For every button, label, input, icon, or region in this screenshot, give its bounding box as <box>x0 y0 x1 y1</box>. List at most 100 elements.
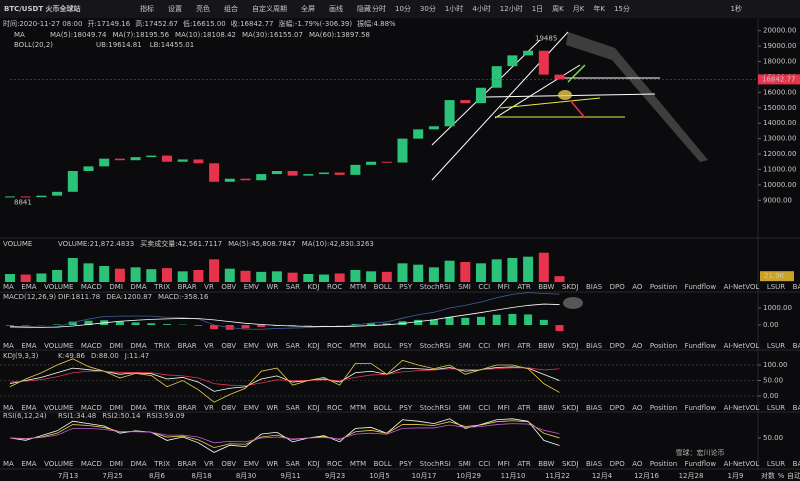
indicator-tab[interactable]: ROC <box>327 404 342 412</box>
indicator-tab[interactable]: SKDJ <box>562 460 579 468</box>
indicator-tab[interactable]: SAR <box>286 460 300 468</box>
indicator-tab[interactable]: MTM <box>350 342 366 350</box>
indicator-tab[interactable]: ROC <box>327 283 342 291</box>
indicator-tab[interactable]: VR <box>204 283 214 291</box>
indicator-tab[interactable]: SAR <box>286 283 300 291</box>
indicator-tab[interactable]: VR <box>204 460 214 468</box>
indicator-tab[interactable]: MTM <box>350 460 366 468</box>
indicator-tab[interactable]: Fundflow <box>685 404 717 412</box>
indicator-tab[interactable]: OBV <box>221 342 236 350</box>
indicator-tab[interactable]: ATR <box>517 342 531 350</box>
indicator-tab[interactable]: LSUR <box>767 460 785 468</box>
indicator-tab[interactable]: StochRSI <box>420 342 451 350</box>
toolbar-button[interactable]: 指标 <box>140 4 154 13</box>
indicator-tab[interactable]: BIAS <box>586 404 603 412</box>
indicator-tab[interactable]: AO <box>632 283 643 291</box>
indicator-tab[interactable]: BIAS <box>586 283 603 291</box>
indicator-tab[interactable]: DPO <box>610 404 626 412</box>
indicator-tab[interactable]: CCI <box>478 283 490 291</box>
toolbar-button[interactable]: 设置 <box>168 4 182 13</box>
indicator-tab[interactable]: Position <box>650 460 677 468</box>
indicator-tab[interactable]: MA <box>3 460 14 468</box>
indicator-tab[interactable]: BBW <box>538 283 554 291</box>
indicator-tab[interactable]: StochRSI <box>420 460 451 468</box>
indicator-tab[interactable]: MTM <box>350 404 366 412</box>
indicator-tab[interactable]: EMA <box>21 283 36 291</box>
toolbar-button[interactable]: 亮色 <box>196 4 210 13</box>
indicator-tab[interactable]: PSY <box>399 283 413 291</box>
indicator-tab[interactable]: MACD <box>81 283 102 291</box>
indicator-tab[interactable]: BBW <box>538 460 554 468</box>
indicator-tab[interactable]: LSUR <box>767 283 785 291</box>
indicator-tab[interactable]: Position <box>650 283 677 291</box>
indicator-tab[interactable]: BRAR <box>178 342 197 350</box>
indicator-tab[interactable]: SKDJ <box>562 283 579 291</box>
indicator-tab[interactable]: Fundflow <box>685 283 717 291</box>
indicator-tab[interactable]: EMV <box>244 283 259 291</box>
period-button[interactable]: 4小时 <box>472 4 490 13</box>
indicator-tab[interactable]: BIAS <box>586 460 603 468</box>
indicator-tab[interactable]: ATR <box>517 460 531 468</box>
indicator-tab[interactable]: MTM <box>350 283 366 291</box>
indicator-tab[interactable]: AI-NetVOL <box>724 460 760 468</box>
indicator-tab[interactable]: EMA <box>21 342 36 350</box>
indicator-tab[interactable]: KDJ <box>308 342 320 350</box>
indicator-tab[interactable]: EMV <box>244 342 259 350</box>
indicator-tab[interactable]: BBW <box>538 404 554 412</box>
indicator-tab[interactable]: AO <box>632 460 643 468</box>
toolbar-button[interactable]: 隐藏 <box>357 4 371 13</box>
indicator-tab[interactable]: BOLL <box>374 404 392 412</box>
period-button[interactable]: 12小时 <box>500 4 523 13</box>
indicator-tab[interactable]: EMV <box>244 404 259 412</box>
indicator-tab[interactable]: DMI <box>109 404 123 412</box>
indicator-tab[interactable]: KDJ <box>308 283 320 291</box>
indicator-tab[interactable]: MFI <box>498 283 510 291</box>
indicator-tab[interactable]: EMV <box>244 460 259 468</box>
indicator-tab[interactable]: DPO <box>610 342 626 350</box>
indicator-tab[interactable]: VR <box>204 342 214 350</box>
indicator-tab[interactable]: BOLL <box>374 342 392 350</box>
indicator-tab[interactable]: BOLL <box>374 283 392 291</box>
indicator-tab[interactable]: AI-NetVOL <box>724 283 760 291</box>
indicator-tab[interactable]: DMI <box>109 460 123 468</box>
indicator-tab[interactable]: SMI <box>458 460 471 468</box>
indicator-tab[interactable]: MFI <box>498 342 510 350</box>
indicator-tab[interactable]: DMI <box>109 342 123 350</box>
indicator-tab[interactable]: TRIX <box>153 460 170 468</box>
indicator-tab[interactable]: WR <box>266 342 278 350</box>
indicator-tab[interactable]: BASIS <box>793 404 800 412</box>
indicator-tab[interactable]: BRAR <box>178 283 197 291</box>
indicator-tab[interactable]: OBV <box>221 460 236 468</box>
indicator-tab[interactable]: VOLUME <box>44 404 73 412</box>
indicator-tab[interactable]: MACD <box>81 342 102 350</box>
indicator-tab[interactable]: TRIX <box>153 404 170 412</box>
indicator-tab[interactable]: Fundflow <box>685 342 717 350</box>
indicator-tab[interactable]: TRIX <box>153 342 170 350</box>
axis-button[interactable]: % <box>778 472 785 480</box>
indicator-tab[interactable]: CCI <box>478 342 490 350</box>
indicator-tab[interactable]: DMA <box>130 342 146 350</box>
period-button[interactable]: 月K <box>573 5 585 13</box>
indicator-tab[interactable]: SMI <box>458 342 471 350</box>
indicator-tab[interactable]: MFI <box>498 404 510 412</box>
period-button[interactable]: 1日 <box>532 5 543 13</box>
indicator-tab[interactable]: CCI <box>478 460 490 468</box>
indicator-tab[interactable]: KDJ <box>308 404 320 412</box>
indicator-tab[interactable]: LSUR <box>767 342 785 350</box>
indicator-tab[interactable]: Position <box>650 404 677 412</box>
indicator-tab[interactable]: BIAS <box>586 342 603 350</box>
indicator-tab[interactable]: BASIS <box>793 283 800 291</box>
indicator-tab[interactable]: AO <box>632 342 643 350</box>
indicator-tab[interactable]: PSY <box>399 404 413 412</box>
indicator-tab[interactable]: WR <box>266 404 278 412</box>
indicator-tab[interactable]: EMA <box>21 460 36 468</box>
indicator-tab[interactable]: ROC <box>327 342 342 350</box>
indicator-tab[interactable]: DMA <box>130 460 146 468</box>
indicator-tab[interactable]: LSUR <box>767 404 785 412</box>
indicator-tab[interactable]: ROC <box>327 460 342 468</box>
indicator-tab[interactable]: OBV <box>221 404 236 412</box>
indicator-tab[interactable]: SKDJ <box>562 342 579 350</box>
indicator-tab[interactable]: TRIX <box>153 283 170 291</box>
indicator-tab[interactable]: MFI <box>498 460 510 468</box>
indicator-tab[interactable]: PSY <box>399 460 413 468</box>
